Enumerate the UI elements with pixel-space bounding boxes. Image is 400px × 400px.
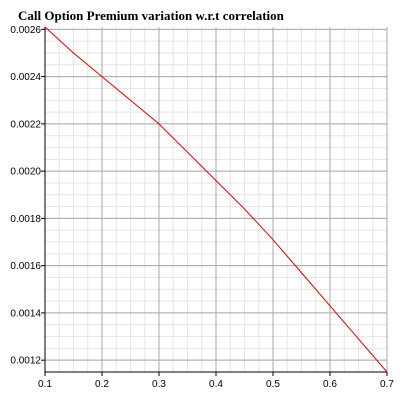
y-tick-label: 0.0022 [10, 119, 41, 130]
x-tick-label: 0.2 [95, 379, 109, 390]
x-tick-label: 0.7 [380, 379, 394, 390]
y-axis-ticks: 0.0012 0.0014 0.0016 0.0018 0.0020 0.0022 0.00… [10, 25, 41, 367]
y-tick-label: 0.0026 [10, 25, 41, 36]
y-tick-label: 0.0018 [10, 214, 41, 225]
x-tick-label: 0.4 [209, 379, 223, 390]
x-tick-label: 0.5 [266, 379, 280, 390]
grid [44, 27, 388, 373]
y-tick-label: 0.0014 [10, 308, 41, 319]
chart-title: Call Option Premium variation w.r.t corr… [18, 8, 285, 23]
y-tick-label: 0.0020 [10, 167, 41, 178]
y-tick-label: 0.0016 [10, 261, 41, 272]
y-tick-label: 0.0012 [10, 356, 41, 367]
series-layer [44, 26, 388, 373]
series-line [44, 26, 388, 373]
axes [41, 27, 388, 376]
y-tick-label: 0.0024 [10, 72, 41, 83]
x-axis-ticks: 0.1 0.2 0.3 0.4 0.5 0.6 0.7 [38, 379, 394, 390]
x-tick-label: 0.6 [323, 379, 337, 390]
x-tick-label: 0.1 [38, 379, 52, 390]
x-tick-label: 0.3 [152, 379, 166, 390]
